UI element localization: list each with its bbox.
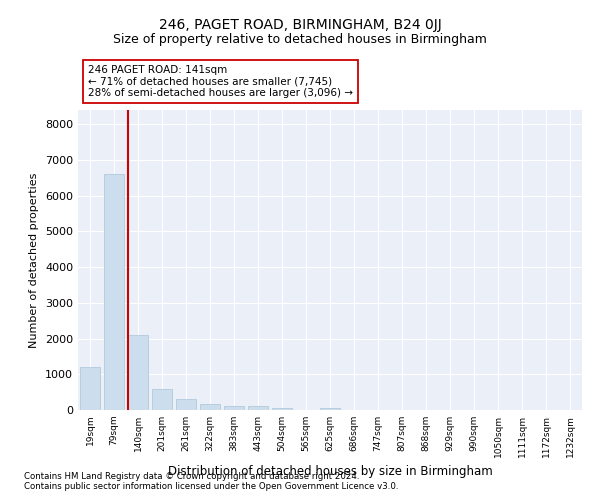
Bar: [128, 335, 148, 410]
Text: 246 PAGET ROAD: 141sqm
← 71% of detached houses are smaller (7,745)
28% of semi-: 246 PAGET ROAD: 141sqm ← 71% of detached…: [88, 65, 353, 98]
Bar: [248, 406, 268, 410]
X-axis label: Distribution of detached houses by size in Birmingham: Distribution of detached houses by size …: [167, 466, 493, 478]
Y-axis label: Number of detached properties: Number of detached properties: [29, 172, 40, 348]
Bar: [272, 408, 292, 410]
Bar: [200, 404, 220, 410]
Bar: [80, 367, 100, 410]
Text: Contains public sector information licensed under the Open Government Licence v3: Contains public sector information licen…: [24, 482, 398, 491]
Bar: [176, 398, 196, 410]
Text: Contains HM Land Registry data © Crown copyright and database right 2024.: Contains HM Land Registry data © Crown c…: [24, 472, 359, 481]
Text: Size of property relative to detached houses in Birmingham: Size of property relative to detached ho…: [113, 32, 487, 46]
Text: 246, PAGET ROAD, BIRMINGHAM, B24 0JJ: 246, PAGET ROAD, BIRMINGHAM, B24 0JJ: [158, 18, 442, 32]
Bar: [224, 406, 244, 410]
Bar: [320, 408, 340, 410]
Bar: [104, 174, 124, 410]
Bar: [152, 390, 172, 410]
